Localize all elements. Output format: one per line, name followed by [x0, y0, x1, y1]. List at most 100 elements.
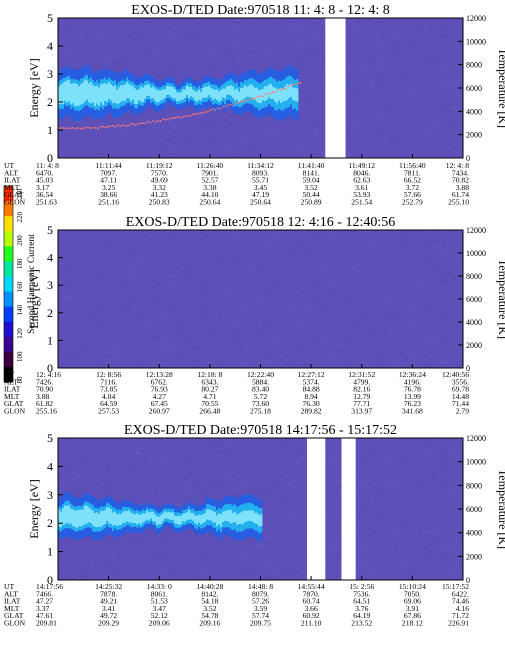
- y2-axis-label: Temperature [K]: [496, 259, 505, 339]
- noise-cell: [300, 81, 304, 84]
- orbit-cell: 14:33: 0: [147, 582, 172, 591]
- noise-cell: [205, 543, 208, 545]
- noise-cell: [408, 539, 411, 542]
- noise-cell: [379, 569, 382, 571]
- noise-cell: [296, 129, 299, 131]
- noise-cell: [246, 66, 248, 68]
- noise-cell: [192, 282, 197, 284]
- noise-cell: [72, 496, 76, 498]
- noise-cell: [275, 511, 277, 513]
- noise-cell: [397, 473, 399, 475]
- noise-cell: [237, 155, 242, 157]
- noise-cell: [386, 258, 388, 261]
- temperature-point: [109, 125, 112, 128]
- noise-cell: [234, 558, 238, 560]
- noise-cell: [445, 105, 449, 107]
- orbit-cell: 4799.: [353, 377, 370, 386]
- noise-cell: [81, 567, 86, 569]
- noise-cell: [249, 48, 251, 51]
- band-column-peak: [204, 86, 207, 98]
- noise-cell: [388, 296, 391, 298]
- noise-cell: [275, 568, 279, 570]
- noise-cell: [438, 283, 440, 285]
- noise-cell: [184, 129, 186, 131]
- noise-cell: [209, 236, 212, 238]
- noise-cell: [387, 532, 390, 534]
- noise-cell: [156, 65, 159, 67]
- orbit-cell: 14.48: [452, 392, 469, 401]
- noise-cell: [451, 493, 456, 495]
- temperature-point: [209, 109, 212, 111]
- noise-cell: [381, 365, 384, 367]
- colorbar-tick-label: 120: [16, 328, 24, 339]
- noise-cell: [137, 66, 141, 68]
- band-column-peak: [100, 510, 103, 527]
- noise-cell: [160, 125, 164, 127]
- noise-cell: [182, 136, 185, 138]
- noise-cell: [93, 453, 97, 455]
- temperature-point: [62, 127, 64, 129]
- band-column-peak: [230, 85, 233, 96]
- noise-cell: [227, 341, 230, 343]
- noise-cell: [168, 492, 171, 494]
- orbit-cell: 67.45: [151, 399, 168, 408]
- noise-cell: [311, 82, 314, 84]
- noise-cell: [400, 526, 404, 528]
- noise-cell: [176, 333, 179, 336]
- noise-cell: [177, 322, 182, 324]
- noise-cell: [105, 439, 109, 441]
- y2-tick-label: 10000: [466, 249, 486, 258]
- band-column-peak: [98, 513, 101, 527]
- noise-cell: [152, 326, 155, 328]
- noise-cell: [335, 360, 338, 363]
- orbit-cell: 3.37: [36, 604, 49, 613]
- noise-cell: [433, 445, 437, 447]
- noise-cell: [149, 285, 152, 287]
- noise-cell: [172, 142, 176, 144]
- noise-cell: [449, 122, 453, 124]
- noise-cell: [331, 565, 335, 567]
- orbit-row-label: MLT: [4, 392, 20, 401]
- band-column-peak: [224, 88, 227, 99]
- temperature-point: [264, 93, 267, 96]
- temperature-point: [199, 112, 202, 115]
- noise-cell: [247, 327, 249, 329]
- noise-cell: [407, 321, 412, 323]
- orbit-cell: 209.29: [98, 619, 119, 628]
- y-tick-label: 3: [47, 488, 53, 502]
- noise-cell: [240, 567, 244, 570]
- noise-cell: [268, 301, 270, 303]
- band-column-peak: [108, 507, 111, 524]
- band-column-peak: [144, 513, 147, 521]
- noise-cell: [368, 252, 372, 254]
- noise-cell: [378, 128, 380, 130]
- noise-cell: [372, 23, 376, 25]
- noise-cell: [395, 33, 400, 36]
- noise-cell: [391, 315, 396, 317]
- band-column-peak: [150, 511, 153, 519]
- band-column-peak: [118, 513, 121, 526]
- noise-cell: [132, 22, 137, 24]
- noise-cell: [381, 249, 385, 251]
- temperature-point: [232, 104, 234, 107]
- noise-cell: [60, 473, 62, 476]
- temperature-point: [299, 81, 302, 84]
- noise-cell: [324, 267, 327, 269]
- noise-cell: [204, 123, 209, 126]
- noise-cell: [163, 365, 165, 367]
- noise-cell: [336, 575, 338, 578]
- noise-cell: [434, 439, 437, 441]
- noise-cell: [241, 482, 245, 484]
- noise-cell: [358, 573, 361, 575]
- noise-cell: [328, 275, 331, 277]
- noise-cell: [447, 148, 452, 150]
- band-column-peak: [154, 514, 157, 522]
- noise-cell: [186, 340, 190, 342]
- noise-cell: [333, 266, 336, 269]
- noise-cell: [213, 244, 217, 246]
- noise-cell: [176, 117, 180, 119]
- noise-cell: [110, 540, 113, 542]
- noise-cell: [247, 47, 252, 49]
- noise-cell: [68, 48, 71, 50]
- noise-cell: [81, 139, 83, 141]
